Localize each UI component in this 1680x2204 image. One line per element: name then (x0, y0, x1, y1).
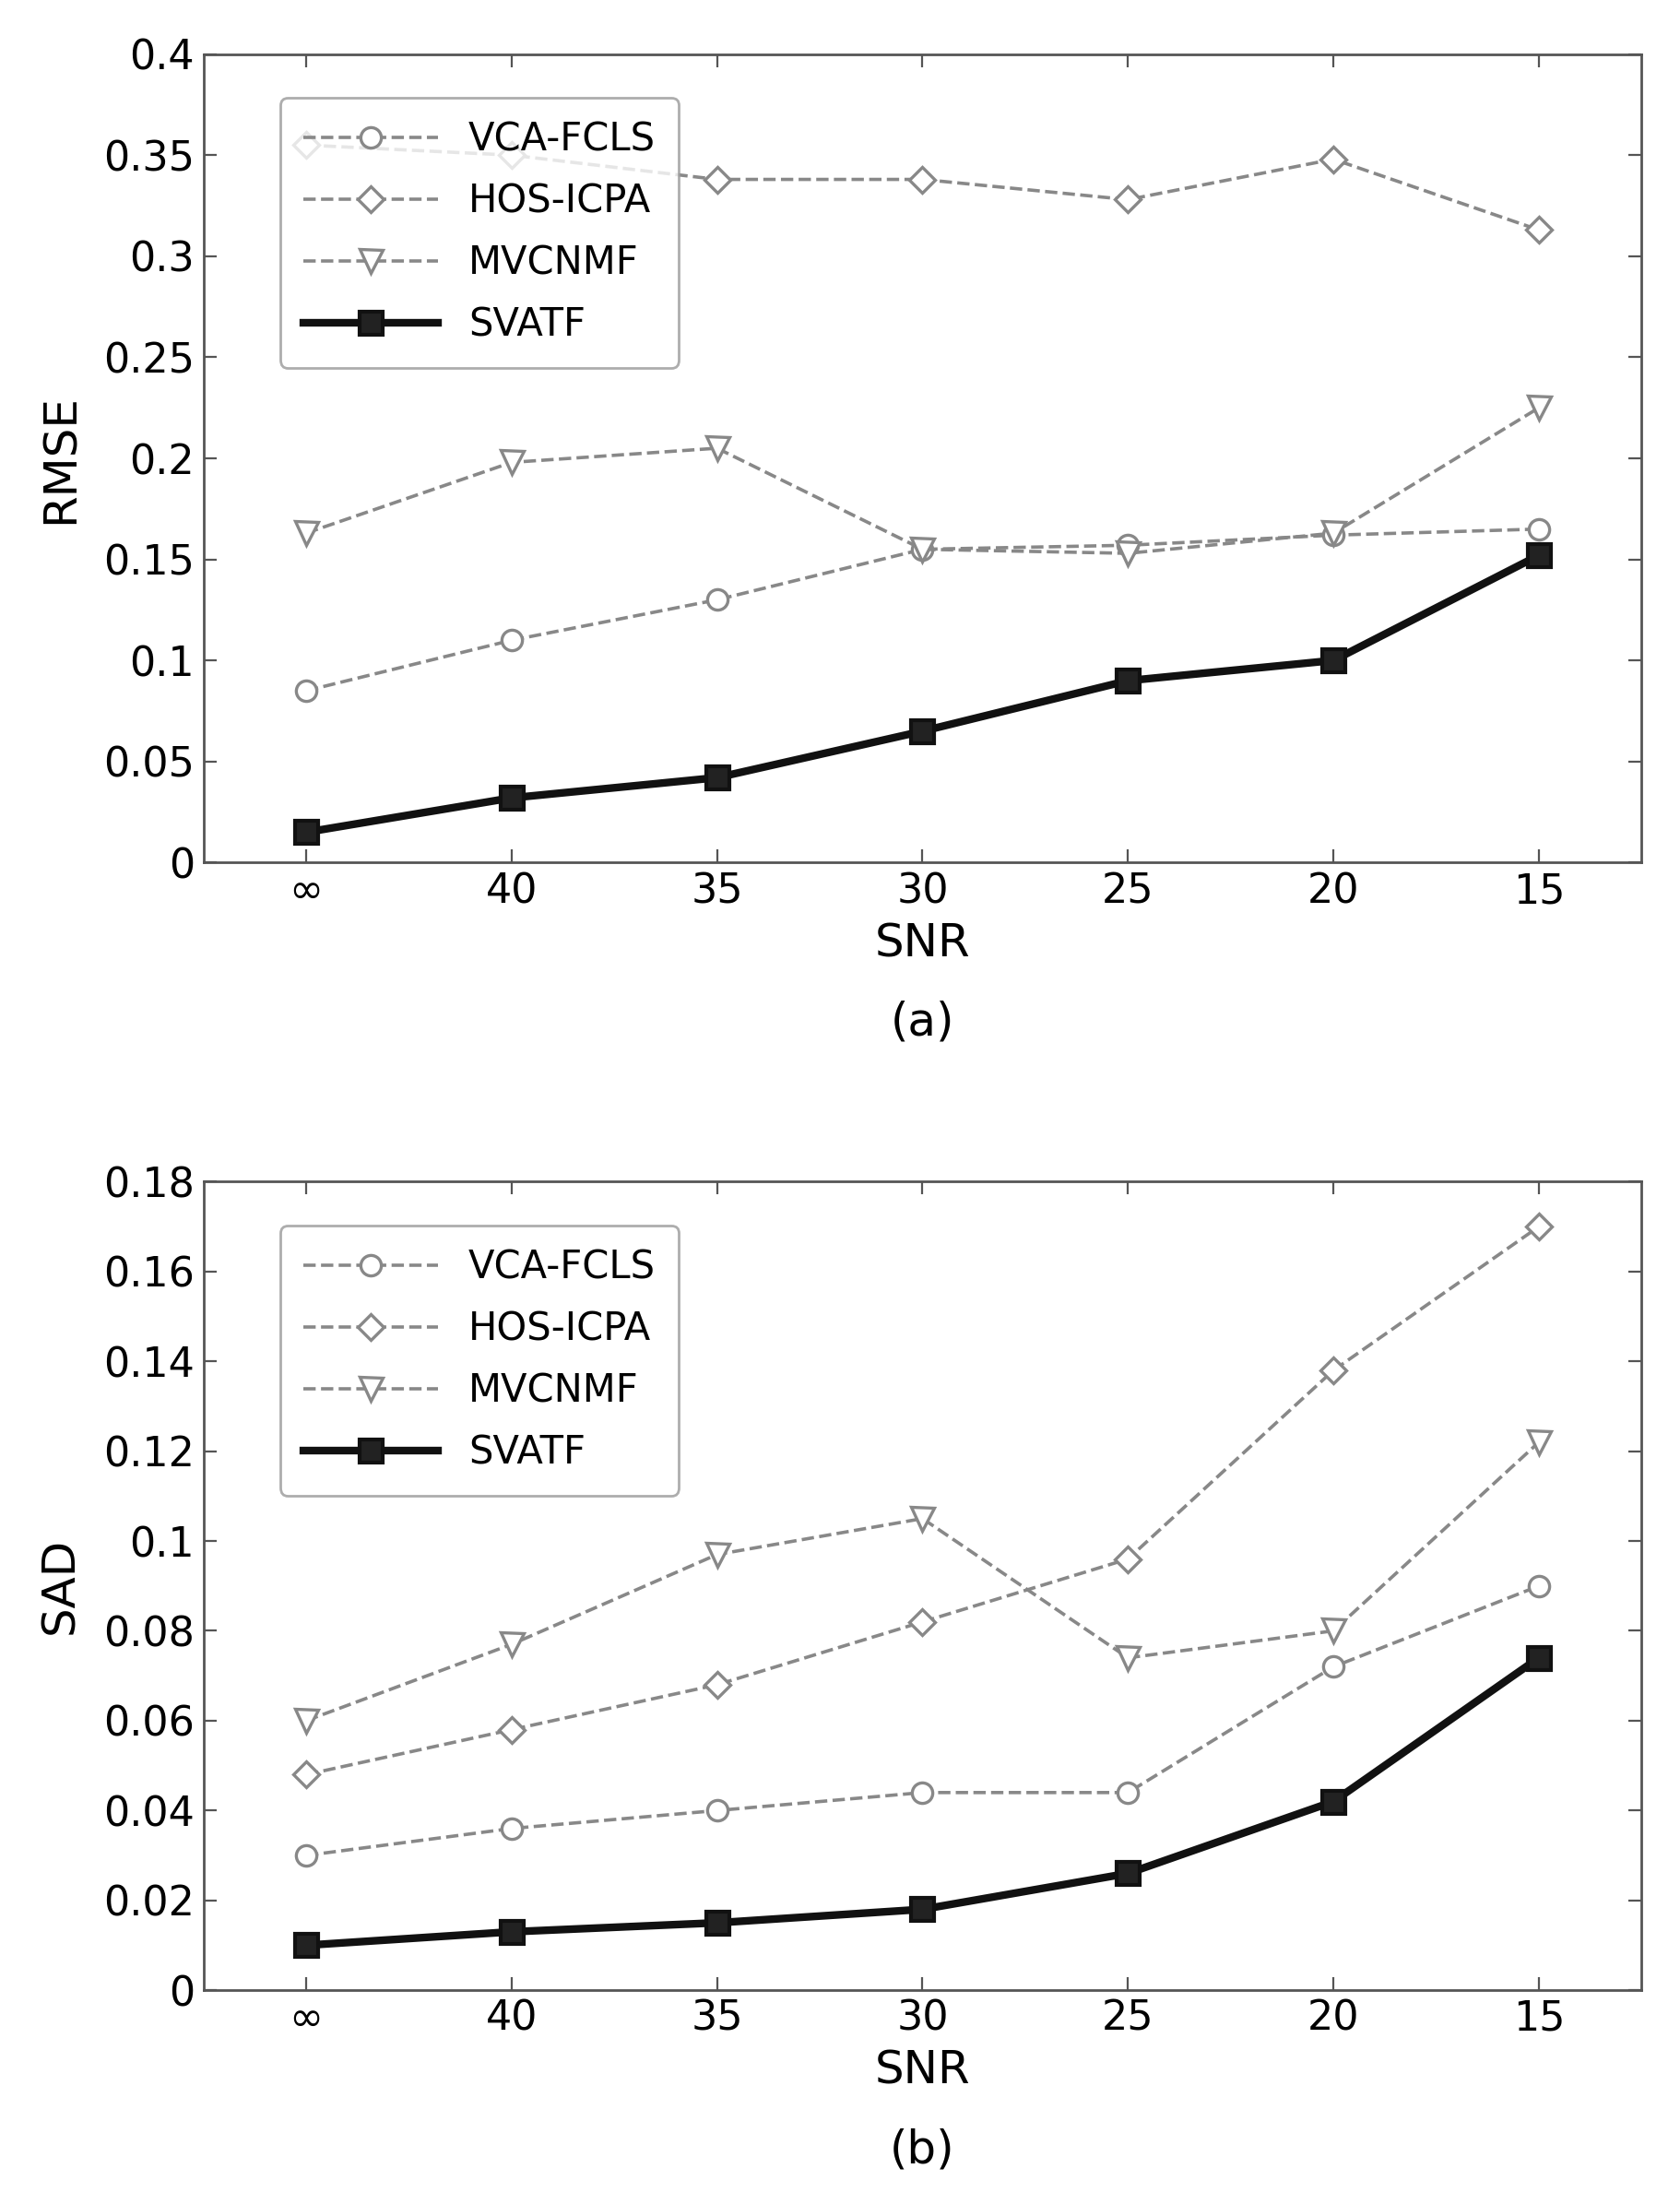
Y-axis label: RMSE: RMSE (39, 392, 82, 522)
Y-axis label: SAD: SAD (39, 1538, 82, 1635)
Legend: VCA-FCLS, HOS-ICPA, MVCNMF, SVATF: VCA-FCLS, HOS-ICPA, MVCNMF, SVATF (281, 97, 679, 368)
Legend: VCA-FCLS, HOS-ICPA, MVCNMF, SVATF: VCA-FCLS, HOS-ICPA, MVCNMF, SVATF (281, 1225, 679, 1494)
X-axis label: SNR: SNR (875, 2050, 971, 2094)
Text: (a): (a) (890, 1001, 954, 1045)
X-axis label: SNR: SNR (875, 921, 971, 965)
Text: (b): (b) (890, 2127, 954, 2171)
